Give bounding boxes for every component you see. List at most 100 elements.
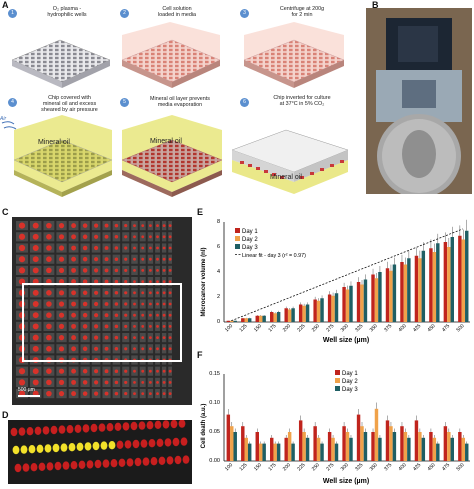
- cell-cluster: [141, 325, 145, 328]
- bar-day1-425: [414, 255, 419, 322]
- bar-day1-325: [356, 414, 361, 461]
- x-tick-label-100: 100: [224, 462, 234, 472]
- cell-cluster: [58, 278, 65, 285]
- cell-cluster: [133, 224, 136, 228]
- cell-cluster: [94, 290, 99, 295]
- cell-cluster: [133, 347, 136, 351]
- cell-cluster: [71, 223, 77, 229]
- chart-f-legend-day2: Day 2: [342, 379, 358, 385]
- bar-day2-425: [418, 432, 422, 461]
- cell-cluster: [172, 437, 180, 447]
- cell-cluster: [58, 222, 65, 229]
- cell-cluster: [94, 369, 99, 374]
- bar-day1-475: [443, 242, 448, 322]
- cell-cluster: [82, 223, 88, 228]
- cell-cluster: [133, 336, 136, 340]
- x-tick-label-200: 200: [282, 323, 292, 333]
- cell-cluster: [124, 246, 128, 250]
- cell-cluster: [90, 423, 98, 433]
- bar-day3-350: [378, 437, 382, 461]
- cell-cluster: [34, 426, 42, 435]
- cell-cluster: [156, 369, 159, 373]
- cell-cluster: [141, 246, 145, 250]
- cell-cluster: [46, 278, 52, 285]
- cell-cluster: [58, 390, 65, 397]
- cell-cluster: [168, 325, 172, 328]
- cell-cluster: [114, 223, 119, 228]
- x-tick-label-425: 425: [412, 462, 422, 472]
- bar-day3-150: [262, 315, 266, 322]
- bar-day1-375: [385, 420, 390, 461]
- highlighted-cluster: [108, 441, 116, 450]
- cell-cluster: [32, 267, 39, 274]
- cell-cluster: [168, 269, 172, 272]
- cell-cluster: [46, 312, 52, 318]
- chart-cell-death: Cell death (a.u.) Well size (µm) Day 1 D…: [201, 370, 470, 485]
- cell-cluster: [141, 381, 145, 384]
- panel-label-c: C: [2, 207, 9, 217]
- bar-day2-450: [432, 252, 437, 322]
- cell-cluster: [134, 457, 142, 467]
- cell-cluster: [94, 301, 99, 307]
- oil-label-step-5: Mineral oil: [150, 138, 182, 145]
- cell-cluster: [133, 291, 136, 295]
- cell-cluster: [133, 246, 136, 250]
- cell-cluster: [94, 245, 99, 251]
- bar-day3-475: [450, 437, 454, 461]
- bar-day2-325: [360, 426, 364, 461]
- cell-cluster: [110, 459, 118, 468]
- cell-cluster: [141, 280, 145, 283]
- bar-day1-175: [270, 312, 274, 322]
- bar-day2-175: [273, 313, 277, 322]
- cell-cluster: [82, 256, 88, 262]
- x-tick-label-125: 125: [238, 462, 248, 472]
- cell-cluster: [162, 392, 166, 395]
- cell-cluster: [104, 302, 109, 306]
- cell-cluster: [168, 257, 172, 261]
- cell-cluster: [114, 313, 119, 317]
- chart-e-legend-day3: Day 3: [242, 245, 258, 251]
- cell-cluster: [162, 347, 166, 351]
- bar-day3-225: [305, 304, 310, 322]
- bar-day3-275: [334, 443, 339, 461]
- chip-step-1: [11, 39, 111, 88]
- cell-cluster: [18, 379, 26, 386]
- panel-label-f: F: [197, 350, 203, 360]
- cell-cluster: [141, 313, 145, 317]
- bar-day1-300: [342, 287, 346, 322]
- bar-day1-100: [226, 414, 231, 461]
- bar-day3-300: [349, 285, 353, 322]
- x-tick-label-400: 400: [398, 323, 408, 333]
- cell-cluster: [10, 427, 18, 437]
- cell-cluster: [162, 325, 166, 328]
- cell-cluster: [133, 380, 136, 384]
- cell-cluster: [149, 280, 152, 283]
- bar-day1-400: [400, 426, 404, 461]
- cell-cluster: [156, 313, 159, 317]
- bar-day3-475: [450, 237, 454, 322]
- cell-cluster: [71, 256, 77, 262]
- cell-cluster: [104, 246, 109, 250]
- oil-label-step-6: Mineral oil: [270, 174, 302, 181]
- cell-cluster: [94, 257, 99, 262]
- render-3d-graphics: [10, 419, 190, 473]
- bar-day1-350: [371, 274, 375, 322]
- cell-cluster: [94, 391, 99, 396]
- cell-cluster: [32, 233, 39, 240]
- bar-day2-400: [403, 264, 408, 322]
- cell-cluster: [104, 346, 109, 351]
- cell-cluster: [162, 302, 166, 306]
- step-number-6: 6: [240, 98, 249, 107]
- bar-day1-450: [429, 248, 433, 322]
- linear-fit-line: [231, 228, 463, 322]
- chart-e-legend-day1: Day 1: [242, 229, 258, 235]
- cell-cluster: [162, 235, 166, 239]
- cell-cluster: [32, 289, 39, 296]
- bar-day3-100: [233, 432, 237, 461]
- bar-day3-425: [421, 250, 426, 322]
- cell-cluster: [82, 324, 88, 329]
- x-tick-label-325: 325: [354, 462, 364, 472]
- cell-cluster: [124, 392, 128, 396]
- cell-cluster: [46, 346, 52, 352]
- cell-cluster: [58, 245, 65, 251]
